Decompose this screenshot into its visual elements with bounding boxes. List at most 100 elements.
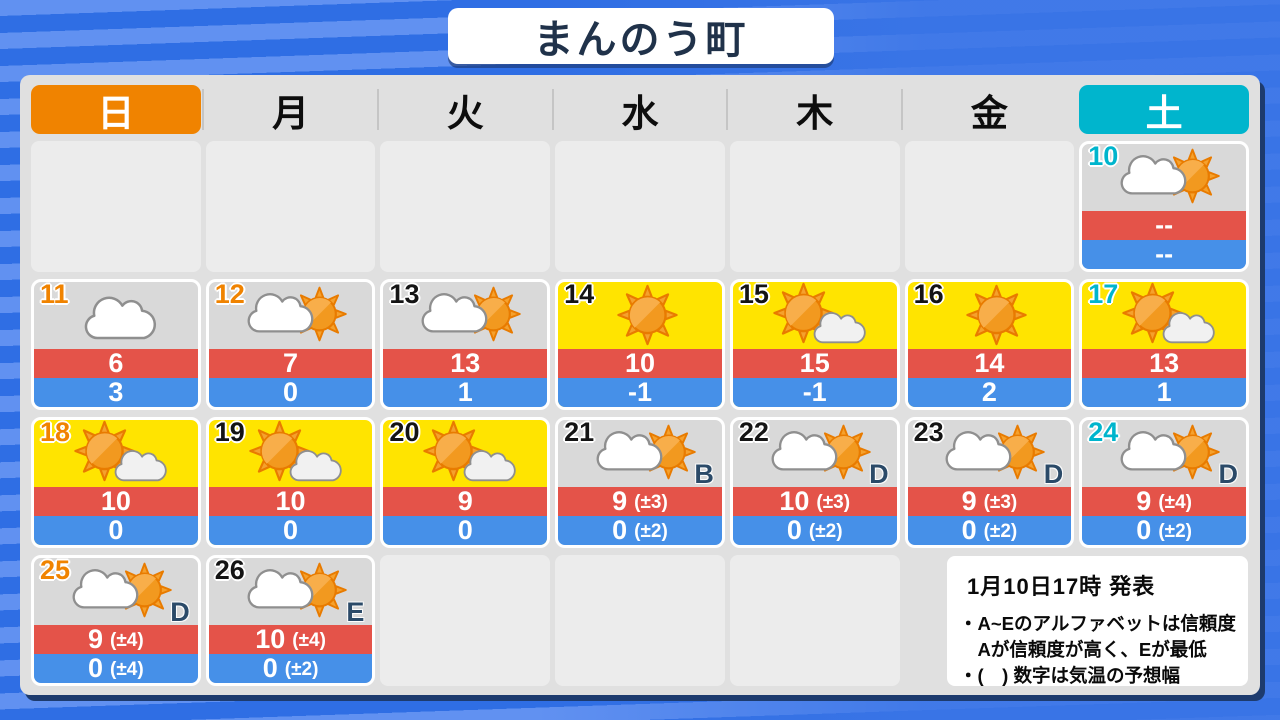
- date-number-16: 16: [913, 279, 944, 309]
- reliability-letter-26: E: [346, 597, 365, 627]
- low-temp-range-22: (±2): [808, 521, 843, 542]
- date-number-18: 18: [40, 417, 71, 447]
- forecast-cell-13: 13 13 1: [380, 279, 551, 410]
- low-temp-bar: 0 (±2): [1082, 516, 1246, 545]
- weekday-label-sun: 日: [97, 92, 135, 134]
- high-temp-value-19: 10: [275, 486, 306, 516]
- forecast-icon-area: 11: [34, 282, 198, 349]
- weekday-header-thu: 木: [726, 85, 900, 134]
- high-temp-value-11: 6: [108, 348, 124, 378]
- high-temp-value-25: 9: [88, 624, 104, 654]
- cloud-icon: [84, 296, 156, 339]
- high-temp-bar: 15: [732, 349, 897, 378]
- forecast-cell-25: 25 D 9 (±4) 0 (±4): [31, 555, 201, 686]
- reliability-letter-25: D: [170, 597, 190, 627]
- low-temp-value-22: 0: [786, 515, 802, 545]
- high-temp-value-10: --: [1155, 210, 1174, 240]
- low-temp-bar: 1: [1082, 378, 1246, 407]
- date-number-25: 25: [40, 555, 71, 585]
- high-temp-value-23: 9: [961, 486, 977, 516]
- announcement-line-1: ・A~Eのアルファベットは信頼度: [959, 613, 1236, 634]
- date-number-12: 12: [214, 279, 245, 309]
- high-temp-bar: 13: [1082, 349, 1246, 378]
- date-number-21: 21: [564, 417, 595, 447]
- low-temp-value-24: 0: [1136, 515, 1152, 545]
- reliability-letter-22: D: [869, 459, 889, 489]
- empty-cell: [31, 141, 201, 272]
- high-temp-value-20: 9: [457, 486, 473, 516]
- empty-cell: [380, 555, 551, 686]
- low-temp-value-16: 2: [981, 377, 997, 407]
- low-temp-value-15: -1: [802, 377, 827, 407]
- high-temp-bar: 10: [208, 486, 373, 516]
- low-temp-bar: 0 (±2): [907, 516, 1072, 545]
- low-temp-value-12: 0: [283, 377, 299, 407]
- high-temp-bar: 13: [383, 349, 548, 378]
- empty-cell: [729, 555, 900, 686]
- high-temp-value-24: 9: [1136, 486, 1152, 516]
- date-number-22: 22: [738, 417, 769, 447]
- high-temp-range-25: (±4): [110, 630, 144, 651]
- forecast-icon-area: 19: [209, 420, 373, 487]
- weekday-header-sat: 土: [1079, 85, 1249, 134]
- high-temp-range-23: (±3): [983, 492, 1018, 513]
- low-temp-range-23: (±2): [983, 521, 1018, 542]
- forecast-cell-18: 18 10 0: [31, 417, 201, 548]
- forecast-icon-area: 13: [383, 282, 547, 349]
- forecast-cell-17: 17 13 1: [1079, 279, 1249, 410]
- title-box: まんのう町: [448, 8, 834, 64]
- weekday-header-mon: 月: [202, 85, 376, 134]
- cloud-and-sun-icon: [247, 286, 347, 341]
- high-temp-value-18: 10: [100, 486, 131, 516]
- high-temp-bar: --: [1082, 211, 1246, 240]
- high-temp-bar: 10: [558, 349, 722, 378]
- forecast-icon-area: 16: [908, 282, 1072, 349]
- date-number-23: 23: [913, 417, 944, 447]
- low-temp-bar: 2: [907, 377, 1072, 407]
- low-temp-bar: 0: [34, 516, 198, 545]
- low-temp-range-21: (±2): [634, 521, 668, 542]
- low-temp-value-21: 0: [612, 515, 628, 545]
- empty-cell: [555, 141, 725, 272]
- announcement-time: 1月10日17時 発表: [967, 574, 1156, 599]
- high-temp-range-26: (±4): [292, 630, 326, 651]
- high-temp-bar: 9 (±3): [907, 486, 1072, 516]
- high-temp-value-21: 9: [612, 486, 628, 516]
- low-temp-bar: 0 (±2): [732, 515, 897, 545]
- low-temp-bar: -1: [558, 378, 722, 407]
- date-number-14: 14: [564, 279, 595, 309]
- forecast-icon-area: 25 D: [34, 555, 198, 627]
- weekday-label-wed: 水: [621, 92, 659, 134]
- low-temp-value-17: 1: [1156, 377, 1172, 407]
- forecast-icon-area: 18: [34, 420, 198, 487]
- announcement-note: 1月10日17時 発表 ・A~Eのアルファベットは信頼度 Aが信頼度が高く、Eが…: [947, 556, 1248, 686]
- high-temp-bar: 7: [208, 349, 373, 378]
- cloud-and-sun-icon: [596, 424, 696, 479]
- high-temp-value-17: 13: [1149, 348, 1180, 378]
- weekday-label-tue: 火: [446, 92, 484, 134]
- low-temp-value-13: 1: [457, 377, 473, 407]
- low-temp-value-19: 0: [283, 515, 299, 545]
- high-temp-bar: 9 (±4): [1082, 487, 1246, 516]
- sun-icon: [617, 284, 678, 345]
- high-temp-value-22: 10: [779, 486, 810, 516]
- low-temp-value-11: 3: [108, 377, 124, 407]
- high-temp-range-21: (±3): [634, 492, 668, 513]
- low-temp-value-20: 0: [457, 515, 473, 545]
- low-temp-bar: 0: [208, 515, 373, 545]
- high-temp-value-26: 10: [255, 624, 286, 654]
- reliability-letter-24: D: [1218, 459, 1238, 489]
- announcement-line-3: ・( ) 数字は気温の予想幅: [959, 664, 1180, 686]
- reliability-letter-23: D: [1043, 459, 1064, 489]
- forecast-icon-area: 22 D: [733, 417, 897, 489]
- date-number-15: 15: [738, 279, 769, 309]
- forecast-cell-10: 10 -- --: [1079, 141, 1249, 272]
- weekday-label-mon: 月: [272, 92, 310, 134]
- sun-and-cloud-icon: [248, 420, 342, 481]
- date-number-24: 24: [1088, 417, 1119, 447]
- forecast-icon-area: 12: [209, 282, 373, 349]
- calendar-panel: 1月10日17時 発表 ・A~Eのアルファベットは信頼度 Aが信頼度が高く、Eが…: [20, 75, 1260, 695]
- high-temp-bar: 10 (±3): [732, 486, 897, 516]
- weekday-header-sun: 日: [31, 85, 201, 134]
- forecast-cell-11: 11 6 3: [31, 279, 201, 410]
